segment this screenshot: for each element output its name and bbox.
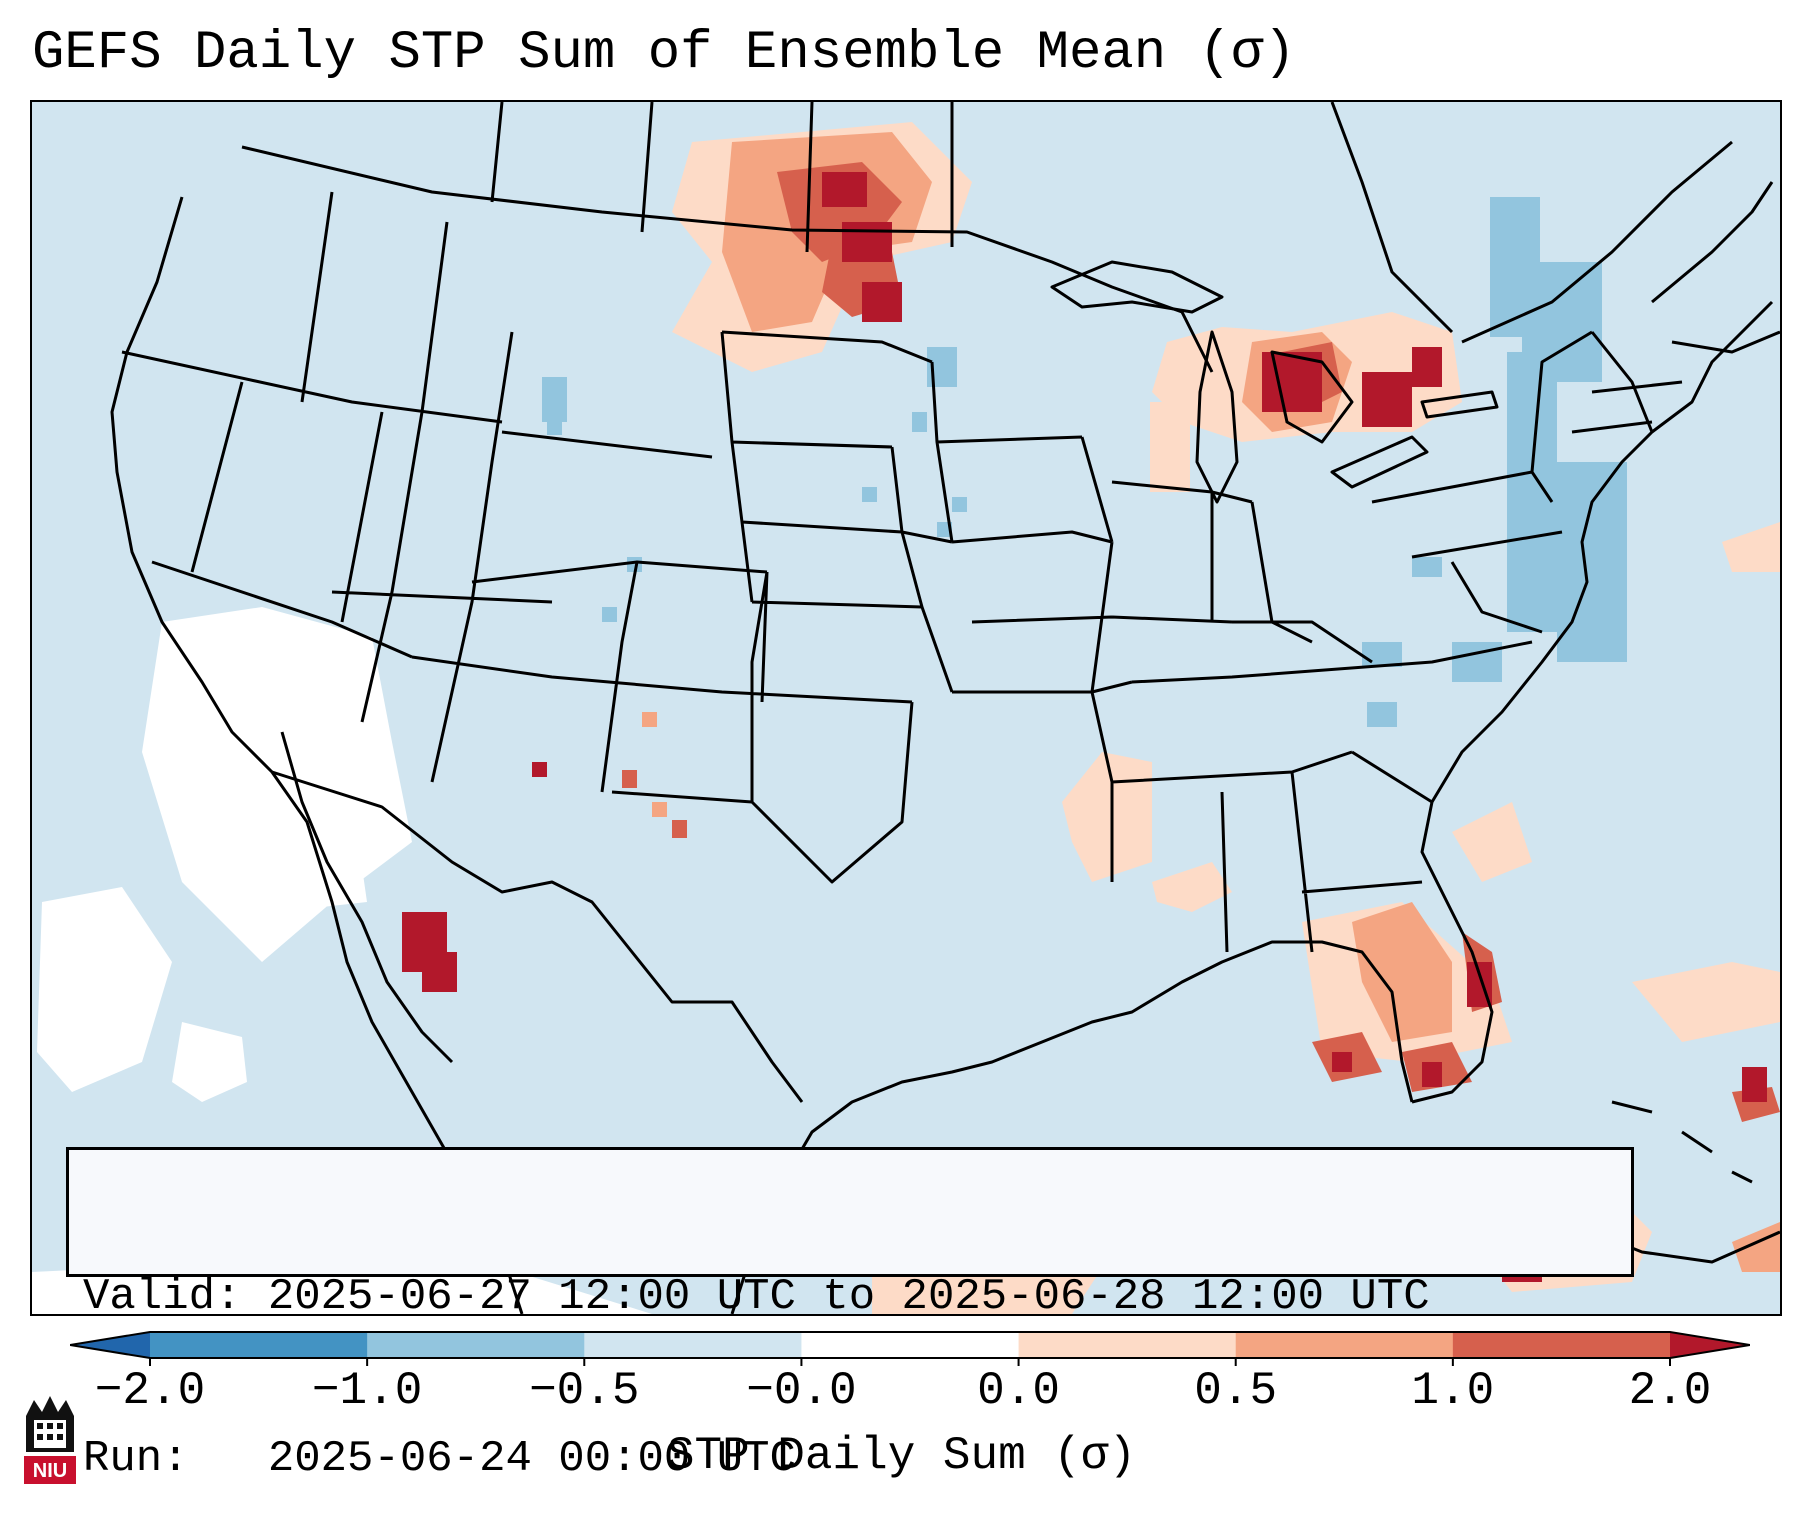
colorbar-bin: [1018, 1332, 1237, 1358]
state-lines: [121, 191, 1683, 953]
run-value: 2025-06-24 00:00 UTC: [267, 1434, 796, 1484]
province-lines: [490, 102, 954, 253]
colorbar-tick-label: 2.0: [1628, 1365, 1712, 1417]
colorbar-tick-label: 0.5: [1194, 1365, 1278, 1417]
lake-michigan: [1195, 330, 1239, 504]
run-label: Run:: [83, 1434, 189, 1484]
gulf-coast: [730, 940, 1414, 1314]
colorbar-extend-high: [1670, 1332, 1750, 1358]
colorbar-bin: [150, 1332, 368, 1358]
colorbar-tick-label: 0.0: [977, 1365, 1060, 1417]
colorbar-tick-label: −2.0: [94, 1365, 206, 1417]
lake-huron: [1270, 350, 1354, 444]
baja-coast: [280, 731, 454, 1064]
florida-coast: [1411, 801, 1494, 1104]
colorbar-bin: [367, 1332, 585, 1358]
logo-text: NIU: [33, 1460, 67, 1482]
maritimes-coast: [1651, 181, 1780, 354]
colorbar-bin: [1235, 1332, 1454, 1358]
st-lawrence: [1461, 140, 1733, 344]
pacific-coast: [110, 196, 524, 1314]
atlantic-coast: [1430, 300, 1774, 803]
colorbar: [70, 1331, 1750, 1366]
valid-value: 2025-06-27 12:00 UTC to 2025-06-28 12:00…: [267, 1272, 1430, 1322]
validity-info-box: Valid: 2025-06-27 12:00 UTC to 2025-06-2…: [66, 1147, 1634, 1484]
mexico-border: [271, 770, 804, 1103]
colorbar-bin: [801, 1332, 1020, 1358]
colorbar-tick-label: −0.0: [746, 1365, 857, 1417]
colorbar-bin: [1452, 1332, 1671, 1358]
niu-logo: NIU: [22, 1394, 78, 1486]
colorbar-bin: [584, 1332, 802, 1358]
colorbar-tick-label: −0.5: [529, 1365, 640, 1417]
colorbar-tick-label: −1.0: [311, 1365, 423, 1417]
lake-superior: [1050, 260, 1224, 314]
map-boundaries: [110, 102, 1780, 1314]
lake-ontario: [1420, 390, 1499, 419]
map-panel[interactable]: [30, 100, 1782, 1316]
lake-erie: [1330, 435, 1429, 489]
stp-field-map: [32, 102, 1780, 1314]
colorbar-tick-label: 1.0: [1411, 1365, 1495, 1417]
bahamas-islands: [1611, 1100, 1753, 1184]
canada-us-border: [241, 145, 1214, 373]
hudson-shore: [1330, 102, 1454, 334]
colorbar-title: STP Daily Sum (σ): [666, 1430, 1137, 1482]
colorbar-extend-low: [70, 1332, 150, 1358]
valid-label: Valid:: [83, 1272, 242, 1322]
map-title: GEFS Daily STP Sum of Ensemble Mean (σ): [32, 23, 1296, 84]
